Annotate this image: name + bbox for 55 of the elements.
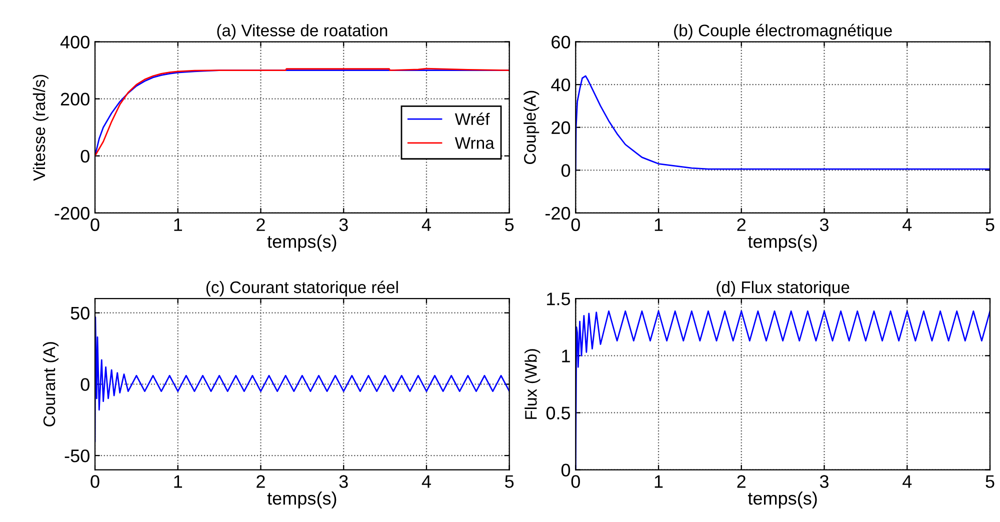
x-tick-label: 0 <box>571 218 580 232</box>
x-tick-label: 4 <box>422 218 431 231</box>
x-tick-label: 3 <box>820 218 828 232</box>
legend-label: Wréf <box>454 112 490 126</box>
y-tick-label: 40 <box>551 78 570 92</box>
y-tick-label: 400 <box>60 36 90 48</box>
y-tick-label: 1 <box>562 350 570 362</box>
y-axis-title: Flux (Wb) <box>524 349 540 419</box>
y-tick-label: -50 <box>64 449 90 462</box>
y-tick-label: 0 <box>561 164 570 177</box>
x-axis-title: temps(s) <box>748 234 817 252</box>
y-tick-label: 1.5 <box>547 292 570 306</box>
x-tick-label: 5 <box>986 218 994 232</box>
x-tick-label: 1 <box>174 218 182 231</box>
chart-title: (a) Vitesse de roatation <box>217 24 388 40</box>
y-tick-label: 200 <box>60 92 90 106</box>
x-tick-label: 1 <box>654 475 663 488</box>
y-tick-label: 0 <box>80 150 90 163</box>
x-tick-label: 5 <box>986 475 994 488</box>
x-tick-label: 3 <box>820 475 828 488</box>
x-tick-label: 5 <box>505 475 514 488</box>
y-tick-label: 50 <box>70 306 90 320</box>
y-tick-label: -200 <box>54 206 90 220</box>
x-axis-title: temps(s) <box>267 491 336 508</box>
x-tick-label: 2 <box>737 475 746 488</box>
y-tick-label: 60 <box>552 36 570 48</box>
y-tick-label: 20 <box>552 121 570 134</box>
x-axis-title: temps(s) <box>267 234 336 252</box>
line-series <box>576 75 990 171</box>
x-tick-label: 1 <box>174 475 182 488</box>
y-tick-label: -20 <box>545 206 570 220</box>
x-tick-label: 4 <box>902 475 912 488</box>
x-tick-label: 0 <box>90 218 100 232</box>
chart-title: (d) Flux statorique <box>716 280 850 296</box>
x-axis-title: temps(s) <box>748 491 817 508</box>
chart-title: (b) Couple électromagnétique <box>674 24 892 40</box>
x-tick-label: 1 <box>654 218 663 231</box>
x-tick-label: 2 <box>256 218 265 231</box>
y-axis-title: Vitesse (rad/s) <box>32 74 48 181</box>
y-tick-label: 0 <box>561 464 570 477</box>
x-tick-label: 2 <box>256 475 265 488</box>
y-tick-label: 0 <box>80 378 90 391</box>
x-tick-label: 3 <box>339 475 348 488</box>
y-tick-label: 0.5 <box>546 406 570 420</box>
x-tick-label: 4 <box>902 218 912 231</box>
chart-title: (c) Courant statorique réel <box>206 280 398 296</box>
x-tick-label: 0 <box>90 475 100 488</box>
x-tick-label: 2 <box>737 218 746 231</box>
y-axis-title: Courant (A) <box>42 342 58 426</box>
x-tick-label: 0 <box>571 475 580 488</box>
x-tick-label: 5 <box>505 218 514 232</box>
y-axis-title: Couple(A) <box>524 90 540 164</box>
x-tick-label: 4 <box>422 475 431 488</box>
legend-label: Wrna <box>454 137 494 149</box>
x-tick-label: 3 <box>339 218 348 232</box>
